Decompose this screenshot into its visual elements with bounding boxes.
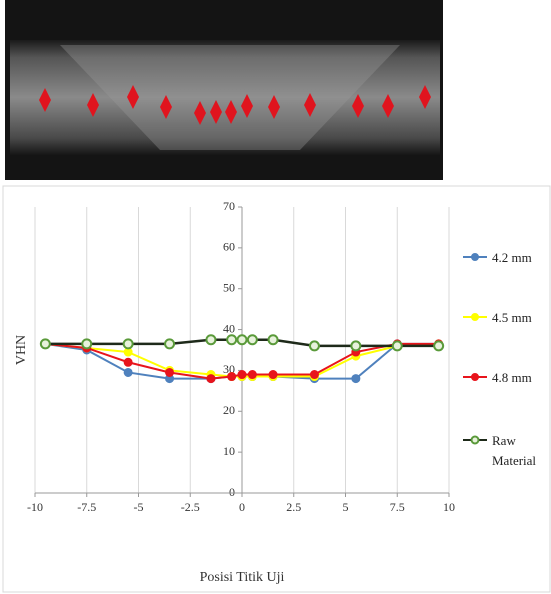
data-point <box>123 357 133 367</box>
data-point <box>350 340 362 352</box>
data-point <box>246 334 258 346</box>
chart-frame <box>2 185 551 593</box>
data-point <box>81 338 93 350</box>
x-tick-label: -5 <box>134 500 144 514</box>
data-point <box>123 367 133 377</box>
data-point <box>308 340 320 352</box>
x-tick-label: 10 <box>443 500 455 514</box>
y-tick-label: 60 <box>223 240 235 254</box>
data-point <box>226 334 238 346</box>
x-axis-label: Posisi Titik Uji <box>200 570 285 585</box>
data-point <box>309 370 319 380</box>
legend-item: Raw Material <box>462 433 551 471</box>
data-point <box>247 370 257 380</box>
legend-item: 4.5 mm <box>462 310 551 328</box>
specimen-photo <box>5 0 443 180</box>
legend-marker <box>471 373 479 381</box>
x-tick-label: 0 <box>239 500 245 514</box>
y-tick-label: 10 <box>223 444 235 458</box>
legend-label: 4.2 mm <box>492 250 532 265</box>
legend-label: Raw Material <box>492 433 537 468</box>
x-tick-label: 2.5 <box>286 500 301 514</box>
y-tick-label: 50 <box>223 280 235 294</box>
x-tick-label: -10 <box>27 500 43 514</box>
legend-label: 4.8 mm <box>492 370 532 385</box>
legend-swatch <box>463 373 487 381</box>
y-tick-label: 70 <box>223 199 235 213</box>
data-point <box>227 372 237 382</box>
y-tick-label: 0 <box>229 485 235 499</box>
x-tick-label: 5 <box>343 500 349 514</box>
legend-marker <box>471 253 479 261</box>
legend-item: 4.2 mm <box>462 250 551 268</box>
legend-swatch <box>463 313 487 321</box>
x-tick-label: -2.5 <box>181 500 200 514</box>
x-tick-label: -7.5 <box>77 500 96 514</box>
data-point <box>205 334 217 346</box>
data-point <box>164 338 176 350</box>
legend-swatch <box>463 435 487 445</box>
y-tick-label: 40 <box>223 321 235 335</box>
data-point <box>165 367 175 377</box>
data-point <box>391 340 403 352</box>
data-point <box>206 374 216 384</box>
y-axis-label: VHN <box>14 335 29 365</box>
y-tick-label: 20 <box>223 403 235 417</box>
data-point <box>39 338 51 350</box>
data-point <box>351 374 361 384</box>
data-point <box>267 334 279 346</box>
legend-marker <box>471 313 479 321</box>
x-tick-label: 7.5 <box>390 500 405 514</box>
legend-swatch <box>463 253 487 261</box>
data-point <box>237 370 247 380</box>
data-point <box>122 338 134 350</box>
legend-item: 4.8 mm <box>462 370 551 388</box>
legend-label: 4.5 mm <box>492 310 532 325</box>
data-point <box>268 370 278 380</box>
data-point <box>433 340 445 352</box>
data-point <box>236 334 248 346</box>
legend-marker <box>470 435 480 445</box>
